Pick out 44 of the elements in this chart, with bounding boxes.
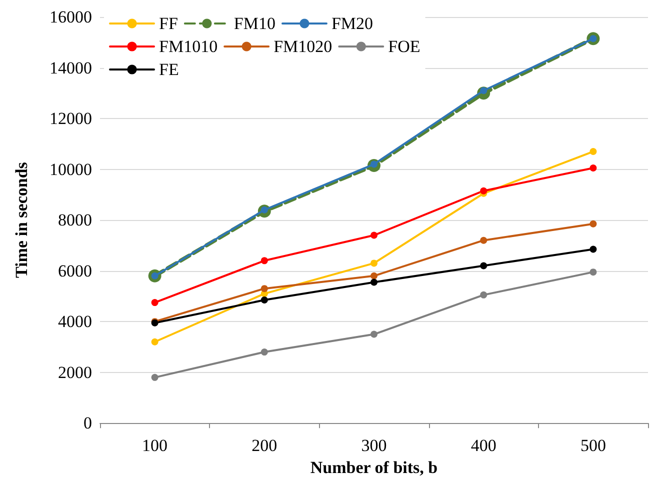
y-tick-label: 4000 [58,312,92,332]
point [590,220,597,228]
legend-label: FM20 [331,14,374,33]
x-tick-label: 200 [252,436,278,456]
x-tick-label: 500 [580,436,606,456]
legend-label: FE [159,60,179,79]
point [370,330,378,338]
point [480,262,488,270]
point [260,285,268,292]
y-tick-label: 6000 [58,261,92,280]
y-tick-label: 12000 [50,109,92,128]
legend-label: FM1020 [274,37,332,56]
legend-label: FM1010 [159,37,218,56]
point [370,260,378,267]
point [480,236,488,244]
point [260,348,268,356]
y-tick-label: 16000 [50,8,92,26]
y-tick-label: 14000 [50,58,92,78]
x-tick-label: 100 [142,436,168,456]
x-axis-title: Number of bits, b [310,458,438,477]
y-tick-label: 8000 [58,210,92,230]
point [260,296,268,304]
legend-label: FOE [388,37,420,56]
x-tick-label: 300 [361,436,387,456]
y-axis-title: Time in seconds [12,162,31,278]
point [590,164,597,172]
point [370,278,378,286]
legend-label: FM10 [234,14,276,33]
y-tick-label: 10000 [50,160,92,179]
point [260,257,268,264]
point [370,272,378,280]
point [480,291,488,298]
y-tick-label: 0 [84,414,92,433]
point [590,268,597,276]
point [151,374,158,381]
point [590,246,597,253]
legend-label: FF [159,14,178,33]
point [151,338,158,346]
point [480,187,488,194]
point [370,232,378,239]
x-tick-label: 400 [470,436,496,456]
y-tick-label: 2000 [58,362,92,382]
point [151,299,158,306]
point [590,148,597,156]
